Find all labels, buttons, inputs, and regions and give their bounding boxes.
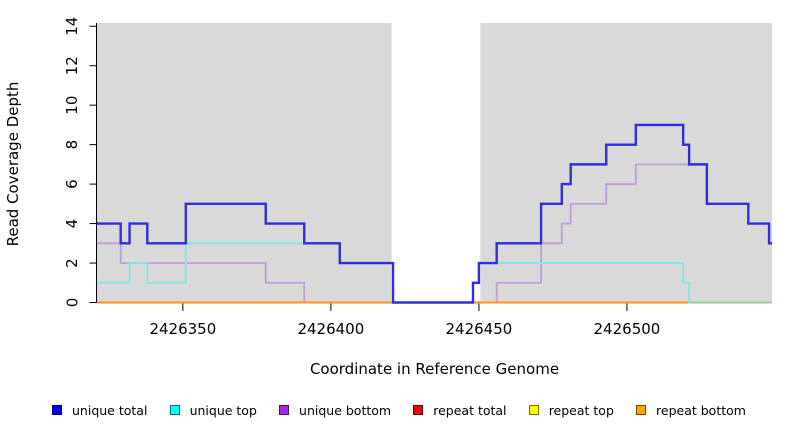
legend-item-unique-total: unique total [52,403,147,418]
y-tick-label: 4 [63,219,81,229]
legend-label: unique top [189,402,257,418]
series-line-unique-total [97,123,772,304]
legend-swatch-repeat-total [413,405,424,415]
alignment-gap-region [391,23,481,303]
legend-item-repeat-top: repeat top [528,402,614,418]
y-tick-label: 12 [63,56,81,75]
y-tick-label: 14 [63,17,81,36]
legend-item-unique-bottom: unique bottom [279,403,391,418]
legend-swatch-repeat-bottom [636,405,647,415]
x-tick-label: 2426500 [594,320,661,338]
y-tick-label: 10 [63,96,81,115]
x-tick-label: 2426450 [446,320,513,338]
x-tick-label: 2426400 [297,320,364,338]
y-tick-label: 2 [63,258,81,268]
legend-swatch-unique-bottom [279,405,290,415]
y-tick-label: 8 [63,140,81,150]
legend-label: unique total [72,402,148,418]
legend: unique total unique top unique bottom repea… [0,399,792,421]
y-tick-label: 0 [63,298,81,308]
legend-item-unique-top: unique top [169,402,257,418]
legend-label: repeat top [548,402,614,418]
legend-swatch-repeat-top [528,405,539,415]
legend-swatch-unique-top [169,405,180,415]
y-tick-label: 6 [63,179,81,189]
y-axis-title: Read Coverage Depth [4,81,22,247]
legend-swatch-unique-total [52,405,62,415]
legend-label: repeat total [433,402,507,418]
legend-label: repeat bottom [656,402,746,418]
legend-label: unique bottom [299,402,392,418]
x-tick-label: 2426350 [149,320,216,338]
legend-item-repeat-total: repeat total [413,402,507,418]
legend-item-repeat-bottom: repeat bottom [636,403,746,418]
x-axis-title: Coordinate in Reference Genome [309,360,560,378]
